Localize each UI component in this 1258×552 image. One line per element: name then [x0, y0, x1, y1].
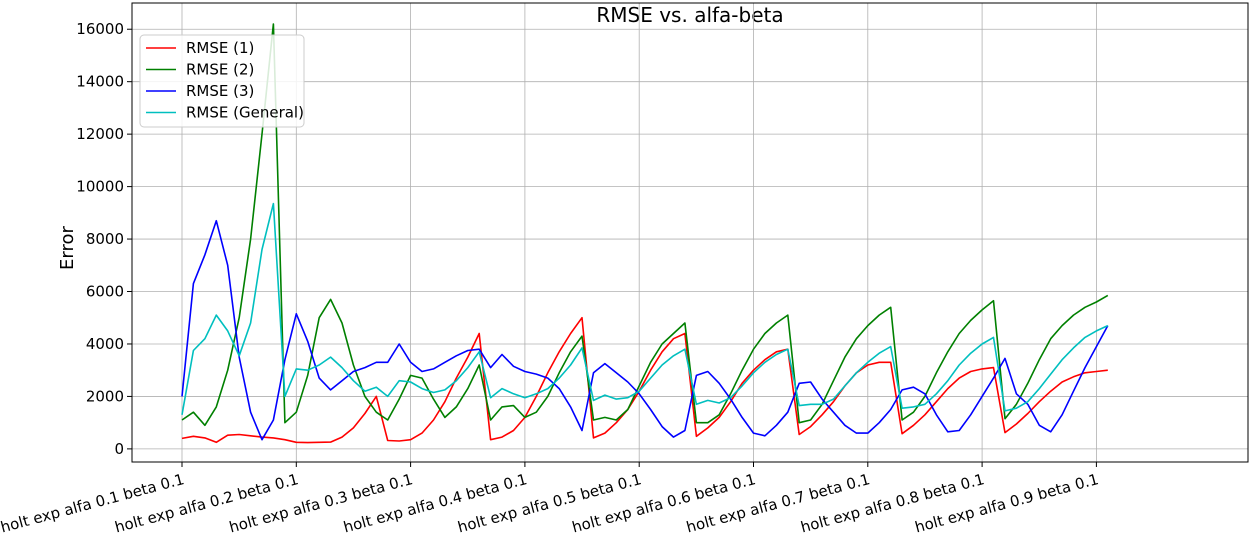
y-tick-label: 6000 [86, 283, 124, 301]
y-tick-label: 2000 [86, 387, 124, 405]
legend-label: RMSE (1) [186, 39, 254, 57]
legend-box [139, 34, 305, 128]
plot-area-frame [131, 2, 1249, 463]
chart-title: RMSE vs. alfa-beta [596, 3, 783, 27]
y-tick-label: 8000 [86, 230, 124, 248]
legend-label: RMSE (General) [186, 104, 304, 122]
y-tick-label: 4000 [86, 335, 124, 353]
legend-label: RMSE (2) [186, 61, 254, 79]
series-group [181, 23, 1109, 444]
y-tick-label: 12000 [76, 125, 124, 143]
y-tick-label: 14000 [76, 73, 124, 91]
series-line-2 [181, 23, 1109, 427]
y-tick-label: 0 [114, 440, 124, 458]
legend: RMSE (1) RMSE (2) RMSE (3) RMSE (General) [139, 34, 305, 128]
y-axis-label: Error [57, 225, 78, 269]
series-line-4 [181, 202, 1109, 415]
y-tick-label: 16000 [76, 20, 124, 38]
series-line-1 [181, 316, 1108, 444]
series-line-3 [181, 219, 1109, 441]
legend-label: RMSE (3) [186, 82, 254, 100]
y-axis: 0 2000 4000 6000 8000 10000 12000 14000 16000 [76, 20, 132, 458]
y-tick-label: 10000 [76, 178, 124, 196]
x-tick-label: holt exp alfa 0.1 beta 0.1 [0, 470, 186, 536]
